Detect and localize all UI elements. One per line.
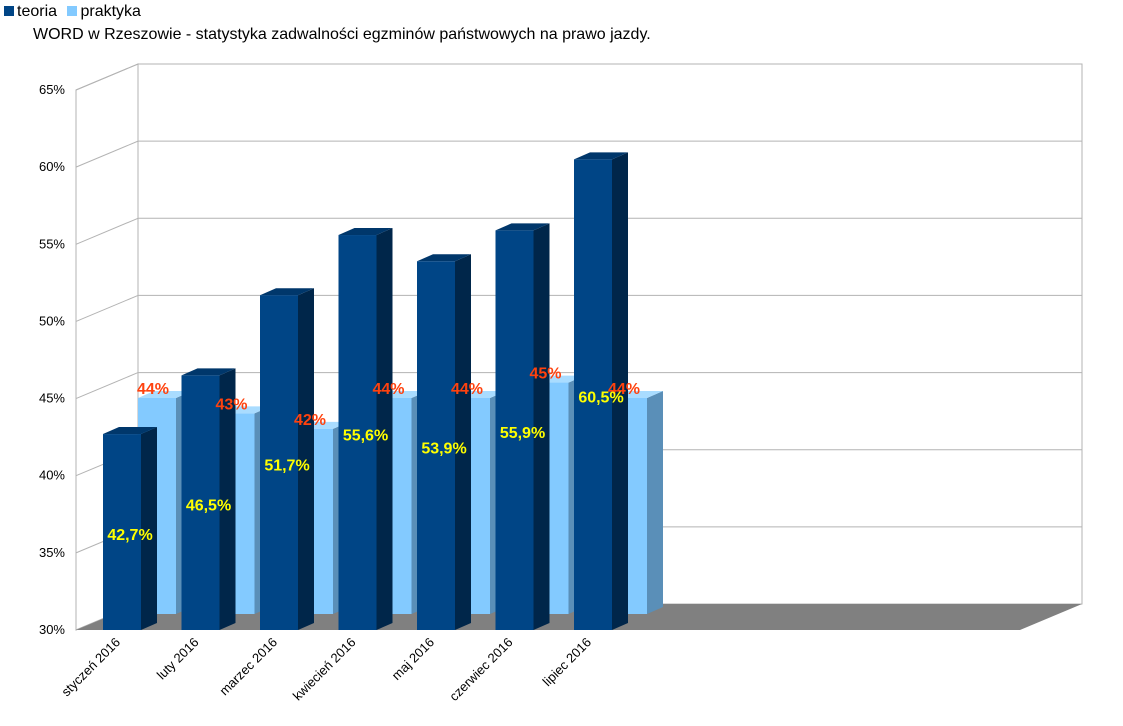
gridline-side	[75, 140, 139, 168]
praktyka-data-label: 42%	[294, 412, 326, 429]
teoria-data-label: 42,7%	[107, 527, 152, 544]
chart-bars	[103, 152, 663, 630]
y-tick-label: 60%	[39, 159, 65, 174]
gridline-side	[75, 63, 139, 91]
gridline-side	[75, 217, 139, 245]
praktyka-bar-side	[647, 391, 663, 614]
x-tick-label: luty 2016	[154, 635, 202, 683]
praktyka-data-label: 44%	[137, 381, 169, 398]
y-tick-label: 40%	[39, 468, 65, 483]
teoria-bar	[181, 368, 236, 630]
y-tick-label: 30%	[39, 622, 65, 637]
teoria-bar	[574, 152, 628, 630]
teoria-bar-top	[417, 254, 471, 262]
teoria-bar-front	[260, 295, 298, 630]
praktyka-bar-top	[138, 391, 192, 398]
teoria-bar	[260, 288, 314, 630]
teoria-bar-side	[533, 223, 550, 630]
teoria-data-label: 60,5%	[578, 390, 623, 407]
teoria-bar-top	[338, 228, 393, 236]
teoria-bar-side	[376, 228, 393, 630]
chart-legend: teoria praktyka	[4, 3, 147, 21]
teoria-bar-side	[219, 368, 236, 630]
teoria-data-label: 55,9%	[500, 425, 545, 442]
teoria-bar-side	[141, 427, 157, 630]
teoria-data-label: 46,5%	[186, 498, 231, 515]
teoria-bar-side	[612, 152, 628, 630]
chart-title: WORD w Rzeszowie - statystyka zadwalnośc…	[33, 26, 651, 43]
teoria-bar-front	[574, 159, 612, 630]
y-tick-label: 65%	[39, 82, 65, 97]
legend-item-teoria: teoria	[4, 3, 57, 21]
teoria-bar-side	[455, 254, 471, 630]
x-tick-label: czerwiec 2016	[446, 635, 515, 704]
teoria-data-label: 51,7%	[264, 458, 309, 475]
legend-label-praktyka: praktyka	[80, 3, 141, 20]
x-axis-tick-labels: styczeń 2016 luty 2016 marzec 2016 kwiecień…	[58, 635, 594, 704]
praktyka-data-label: 43%	[215, 396, 247, 413]
gridline-side	[75, 372, 139, 400]
teoria-bar-top	[103, 427, 157, 435]
praktyka-data-label: 44%	[608, 381, 640, 398]
legend-swatch-praktyka	[67, 6, 78, 16]
y-tick-label: 50%	[39, 313, 65, 328]
legend-label-teoria: teoria	[17, 3, 58, 20]
praktyka-data-label: 45%	[529, 366, 561, 383]
praktyka-data-label: 44%	[451, 381, 483, 398]
teoria-bar	[495, 223, 550, 630]
x-tick-label: maj 2016	[389, 635, 437, 683]
legend-swatch-teoria	[4, 6, 14, 16]
praktyka-data-label: 44%	[372, 381, 404, 398]
x-tick-label: styczeń 2016	[58, 635, 123, 700]
chart-data-labels: 44% 42,7% 43% 46,5% 42% 51,7% 44% 55,6% 44% 53,9%…	[107, 366, 640, 544]
teoria-bar-top	[574, 152, 628, 160]
teoria-bar-front	[495, 230, 534, 630]
teoria-bar	[417, 254, 471, 630]
teoria-data-label: 53,9%	[421, 441, 466, 458]
gridline-side	[75, 294, 139, 322]
teoria-bar	[103, 427, 157, 630]
teoria-bar-side	[298, 288, 314, 630]
y-tick-label: 45%	[39, 391, 65, 406]
y-axis-tick-labels: 30% 35% 40% 45% 50% 55% 60% 65%	[39, 82, 65, 637]
teoria-bar	[338, 228, 393, 630]
teoria-bar-top	[495, 223, 550, 231]
y-tick-label: 35%	[39, 545, 65, 560]
teoria-bar-top	[260, 288, 314, 296]
teoria-bar-front	[103, 434, 141, 630]
teoria-bar-top	[181, 368, 236, 376]
x-tick-label: kwiecień 2016	[290, 635, 359, 704]
teoria-data-label: 55,6%	[343, 428, 388, 445]
teoria-bar-front	[181, 375, 220, 630]
teoria-bar-front	[338, 235, 377, 630]
teoria-bar-front	[417, 261, 455, 630]
legend-item-praktyka: praktyka	[67, 3, 141, 21]
y-tick-label: 55%	[39, 236, 65, 251]
x-tick-label: lipiec 2016	[540, 635, 595, 690]
x-tick-label: marzec 2016	[216, 635, 280, 699]
